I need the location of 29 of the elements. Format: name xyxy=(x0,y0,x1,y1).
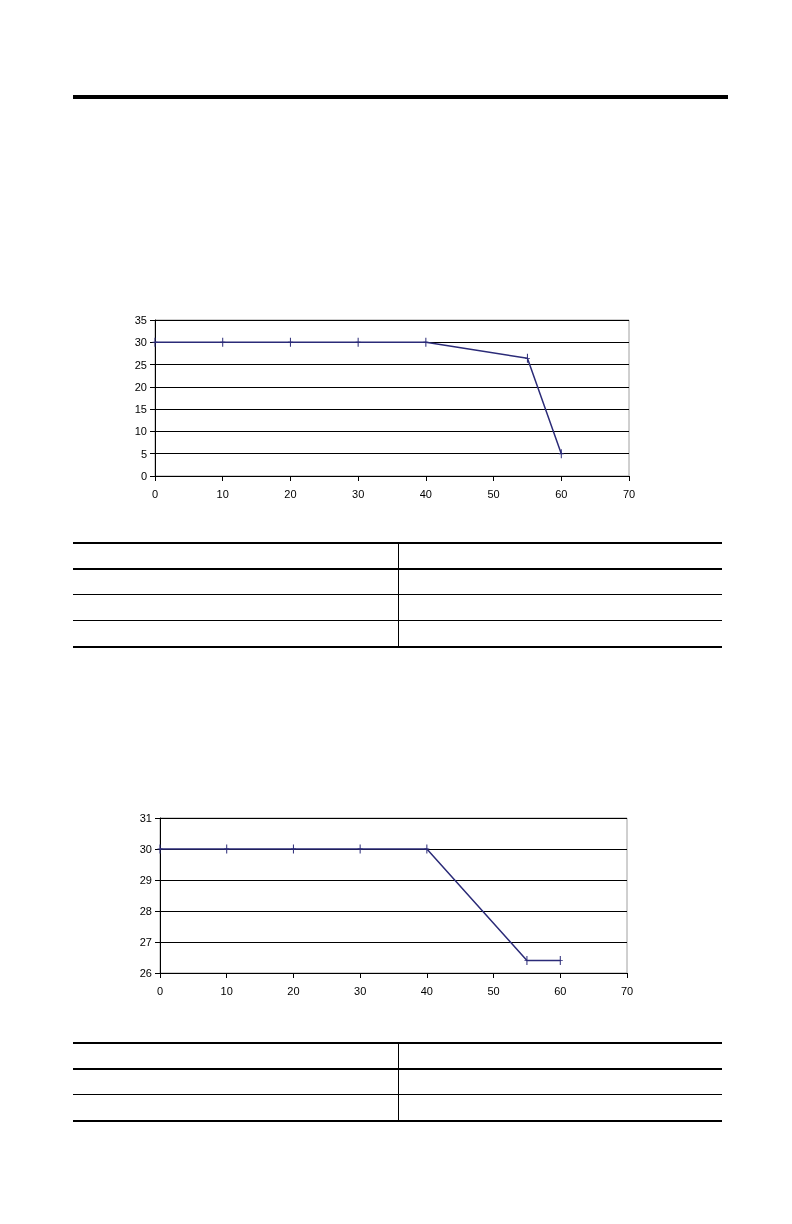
x-tick-label: 20 xyxy=(284,487,297,500)
x-tick-label: 20 xyxy=(287,984,300,997)
y-tick-label: 5 xyxy=(140,447,147,460)
y-tick-label: 20 xyxy=(134,380,147,393)
x-tick-label: 50 xyxy=(487,487,500,500)
x-tick-label: 30 xyxy=(354,984,367,997)
x-tick-label: 10 xyxy=(220,984,233,997)
y-tick-label: 30 xyxy=(139,843,152,855)
x-tick-label: 30 xyxy=(352,487,365,500)
x-tick-label: 60 xyxy=(554,984,567,997)
y-tick-label: 26 xyxy=(139,967,152,979)
y-tick-label: 28 xyxy=(139,905,152,917)
x-tick-label: 40 xyxy=(419,487,432,500)
y-tick-label: 10 xyxy=(134,425,147,438)
y-tick-label: 29 xyxy=(139,874,152,886)
x-tick-label: 70 xyxy=(620,984,634,997)
y-tick-label: 27 xyxy=(139,936,152,948)
y-tick-label: 0 xyxy=(140,470,147,482)
y-tick-label: 31 xyxy=(139,812,152,824)
y-tick-label: 35 xyxy=(134,314,147,326)
y-tick-label: 15 xyxy=(134,403,147,416)
x-tick-label: 10 xyxy=(216,487,229,500)
x-tick-label: 60 xyxy=(555,487,568,500)
y-tick-label: 25 xyxy=(134,358,147,371)
x-tick-label: 0 xyxy=(156,984,164,997)
x-tick-label: 70 xyxy=(622,487,636,500)
y-tick-label: 30 xyxy=(134,336,147,349)
x-tick-label: 40 xyxy=(420,984,433,997)
x-tick-label: 50 xyxy=(487,984,500,997)
